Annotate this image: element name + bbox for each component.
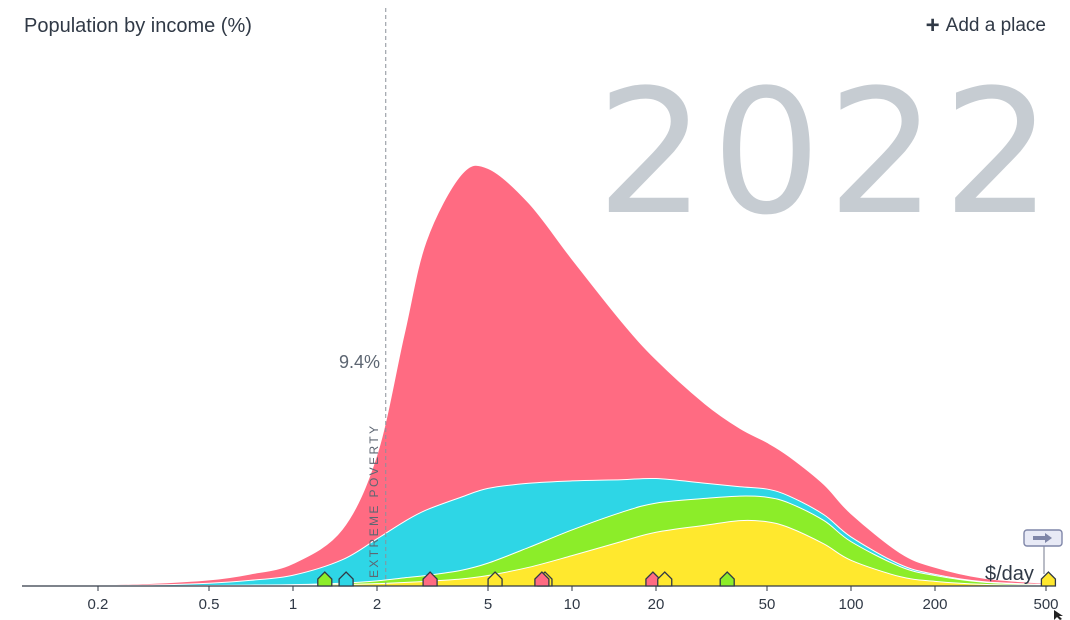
year-label: 2022: [596, 52, 1058, 253]
place-marker-icon[interactable]: [317, 571, 333, 587]
x-tick-label: 10: [564, 596, 581, 613]
extreme-poverty-line: EXTREME POVERTY: [367, 8, 387, 586]
x-tick-label: 5: [484, 596, 492, 613]
place-marker-icon[interactable]: [338, 571, 354, 587]
x-tick-label: 1: [289, 596, 297, 613]
chart-title: Population by income (%): [24, 15, 252, 37]
place-marker-icon[interactable]: [719, 571, 735, 587]
x-tick-label: 50: [759, 596, 776, 613]
cursor-icon: [1054, 610, 1063, 620]
add-place-label: Add a place: [945, 15, 1046, 36]
place-marker-icon[interactable]: [487, 571, 503, 587]
place-marker-icon[interactable]: [1040, 571, 1057, 587]
x-tick-label: 0.2: [88, 596, 109, 613]
x-tick-label: 500: [1033, 596, 1058, 613]
x-tick-label: 2: [373, 596, 381, 613]
poverty-label: EXTREME POVERTY: [367, 424, 381, 578]
x-tick-label: 100: [838, 596, 863, 613]
poverty-percent-label: 9.4%: [339, 352, 380, 372]
add-place-button[interactable]: + Add a place: [925, 12, 1046, 39]
place-marker-icon[interactable]: [534, 571, 550, 587]
x-tick-label: 0.5: [199, 596, 220, 613]
scroll-marker-icon[interactable]: [1023, 529, 1063, 574]
place-markers: [317, 571, 1057, 587]
place-marker-icon[interactable]: [657, 571, 673, 587]
plus-icon: +: [925, 12, 940, 39]
area-africa[interactable]: [13, 164, 1069, 587]
unit-label: $/day: [985, 563, 1034, 585]
x-tick-label: 200: [922, 596, 947, 613]
x-tick-label: 20: [648, 596, 665, 613]
place-marker-icon[interactable]: [422, 571, 438, 587]
x-axis-ticks: 0.2 0.5 1 2 5 10 20 50 100 200 500: [88, 586, 1059, 613]
area-layers: [13, 164, 1069, 587]
